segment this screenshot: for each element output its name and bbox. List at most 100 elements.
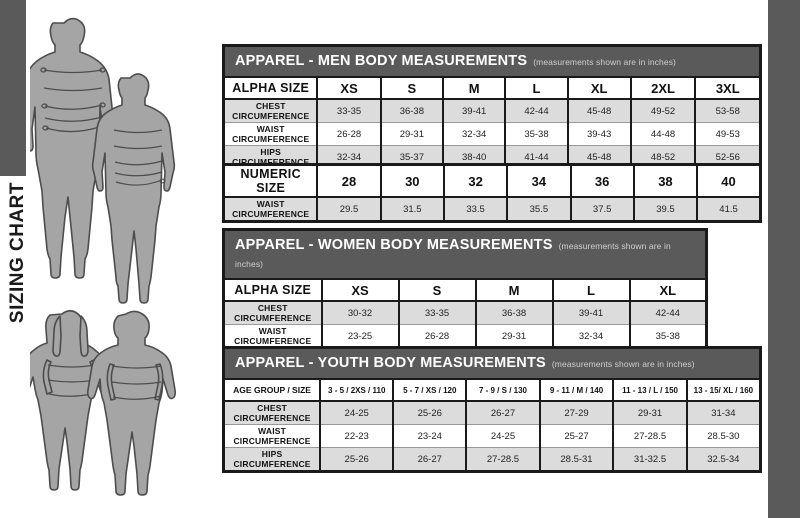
men-cell-1-2: 32-34: [441, 122, 507, 146]
men-cell-0-6: 53-58: [694, 98, 762, 123]
numeric-size-table: NUMERIC SIZE 28 30 32 34 36 38 40 WAIST CIRCUMFE…: [222, 163, 762, 223]
table-row: WAIST CIRCUMFERENCE 26-28 29-31 32-34 35-38 3…: [222, 122, 762, 146]
women-cell-0-1: 33-35: [397, 300, 477, 325]
numeric-size-col-1: 30: [379, 163, 445, 198]
men-size-col-2: M: [441, 76, 507, 100]
youth-cell-0-0: 24-25: [319, 400, 395, 425]
youth-cell-0-3: 27-29: [538, 400, 615, 425]
right-accent-bar: [768, 0, 800, 518]
youth-row-label-2: HIPS CIRCUMFERENCE: [222, 447, 322, 472]
youth-cell-0-2: 26-27: [465, 400, 541, 425]
youth-table-wrap: APPAREL - YOUTH BODY MEASUREMENTS (measur…: [222, 346, 762, 473]
numeric-cell-0-2: 33.5: [442, 196, 509, 222]
youth-measurements-table: APPAREL - YOUTH BODY MEASUREMENTS (measur…: [222, 346, 762, 473]
boy-figure: [86, 310, 177, 496]
men-banner-note: (measurements shown are in inches): [533, 57, 676, 67]
table-row: WAIST CIRCUMFERENCE 29.5 31.5 33.5 35.5 37.5 3…: [222, 196, 762, 222]
youth-size-header-row: AGE GROUP / SIZE 3 - 5 / 2XS / 110 5 - 7 /…: [222, 378, 762, 402]
numeric-size-col-2: 32: [442, 163, 509, 198]
women-cell-1-4: 35-38: [628, 324, 708, 348]
women-cell-1-0: 23-25: [320, 324, 400, 348]
youth-size-label: AGE GROUP / SIZE: [222, 378, 322, 402]
numeric-cell-0-6: 41.5: [696, 196, 762, 222]
numeric-size-col-3: 34: [506, 163, 572, 198]
youth-size-col-0: 3 - 5 / 2XS / 110: [319, 378, 395, 402]
youth-cell-1-2: 24-25: [465, 424, 541, 448]
men-cell-0-1: 36-38: [379, 98, 445, 123]
men-size-col-3: L: [504, 76, 569, 100]
women-banner: APPAREL - WOMEN BODY MEASUREMENTS (measur…: [223, 229, 707, 279]
youth-cell-2-3: 28.5-31: [538, 447, 615, 472]
women-cell-0-2: 36-38: [474, 300, 554, 325]
youth-cell-0-1: 25-26: [392, 400, 468, 425]
men-table-wrap: APPAREL - MEN BODY MEASUREMENTS (measurem…: [222, 44, 762, 171]
table-row: CHEST CIRCUMFERENCE 24-25 25-26 26-27 27-29 2…: [222, 400, 762, 425]
girl-figure: [19, 309, 110, 491]
youth-row-label-0: CHEST CIRCUMFERENCE: [222, 400, 322, 425]
youth-cell-0-4: 29-31: [612, 400, 688, 425]
table-row: CHEST CIRCUMFERENCE 30-32 33-35 36-38 39-41 4…: [222, 300, 708, 325]
women-size-label: ALPHA SIZE: [222, 278, 323, 302]
men-size-header-row: ALPHA SIZE XS S M L XL 2XL 3XL: [222, 76, 762, 100]
youth-cell-1-0: 22-23: [319, 424, 395, 448]
men-cell-1-4: 39-43: [566, 122, 632, 146]
numeric-size-col-0: 28: [316, 163, 382, 198]
women-size-col-0: XS: [320, 278, 400, 302]
numeric-cell-0-5: 39.5: [632, 196, 699, 222]
men-cell-0-5: 49-52: [629, 98, 697, 123]
youth-cell-2-2: 27-28.5: [465, 447, 541, 472]
men-cell-1-3: 35-38: [504, 122, 569, 146]
figure-illustrations: [19, 10, 220, 510]
men-cell-0-0: 33-35: [316, 98, 382, 123]
women-cell-1-2: 29-31: [474, 324, 554, 348]
women-banner-note: (measurements shown are in inches): [235, 241, 671, 269]
women-size-header-row: ALPHA SIZE XS S M L XL: [222, 278, 708, 302]
numeric-size-header-row: NUMERIC SIZE 28 30 32 34 36 38 40: [222, 163, 762, 198]
women-size-col-2: M: [474, 278, 554, 302]
men-row-label-1: WAIST CIRCUMFERENCE: [222, 122, 319, 146]
men-cell-1-0: 26-28: [316, 122, 382, 146]
women-size-col-4: XL: [628, 278, 708, 302]
table-row: HIPS CIRCUMFERENCE 25-26 26-27 27-28.5 28.5-…: [222, 447, 762, 472]
women-cell-0-0: 30-32: [320, 300, 400, 325]
youth-cell-1-1: 23-24: [392, 424, 468, 448]
numeric-size-col-5: 38: [632, 163, 699, 198]
men-size-col-5: 2XL: [629, 76, 697, 100]
youth-banner-title: APPAREL - YOUTH BODY MEASUREMENTS: [235, 355, 546, 371]
men-size-label: ALPHA SIZE: [222, 76, 319, 100]
youth-banner: APPAREL - YOUTH BODY MEASUREMENTS (measur…: [223, 347, 761, 379]
men-row-label-0: CHEST CIRCUMFERENCE: [222, 98, 319, 123]
youth-cell-2-1: 26-27: [392, 447, 468, 472]
numeric-cell-0-0: 29.5: [316, 196, 382, 222]
men-size-col-0: XS: [316, 76, 382, 100]
men-size-col-4: XL: [566, 76, 632, 100]
men-banner-title: APPAREL - MEN BODY MEASUREMENTS: [235, 53, 528, 69]
youth-row-label-1: WAIST CIRCUMFERENCE: [222, 424, 322, 448]
women-row-label-0: CHEST CIRCUMFERENCE: [222, 300, 323, 325]
youth-cell-1-3: 25-27: [538, 424, 615, 448]
numeric-cell-0-1: 31.5: [379, 196, 445, 222]
tables-container: APPAREL - MEN BODY MEASUREMENTS (measurem…: [222, 0, 762, 518]
men-cell-0-2: 39-41: [441, 98, 507, 123]
women-cell-1-3: 32-34: [551, 324, 631, 348]
youth-size-col-5: 13 - 15/ XL / 160: [685, 378, 762, 402]
youth-cell-1-4: 27-28.5: [612, 424, 688, 448]
youth-cell-2-4: 31-32.5: [612, 447, 688, 472]
left-accent-bar: [0, 0, 26, 176]
table-row: WAIST CIRCUMFERENCE 22-23 23-24 24-25 25-27 2…: [222, 424, 762, 448]
women-cell-0-4: 42-44: [628, 300, 708, 325]
table-row: WAIST CIRCUMFERENCE 23-25 26-28 29-31 32-34 3…: [222, 324, 708, 348]
men-cell-1-6: 49-53: [694, 122, 762, 146]
youth-cell-2-5: 32.5-34: [685, 447, 762, 472]
numeric-size-col-4: 36: [569, 163, 635, 198]
men-cell-0-4: 45-48: [566, 98, 632, 123]
men-banner: APPAREL - MEN BODY MEASUREMENTS (measurem…: [223, 45, 761, 77]
women-banner-title: APPAREL - WOMEN BODY MEASUREMENTS: [235, 237, 553, 253]
women-size-col-1: S: [397, 278, 477, 302]
men-measurements-table: APPAREL - MEN BODY MEASUREMENTS (measurem…: [222, 44, 762, 171]
men-cell-0-3: 42-44: [504, 98, 569, 123]
women-row-label-1: WAIST CIRCUMFERENCE: [222, 324, 323, 348]
youth-cell-2-0: 25-26: [319, 447, 395, 472]
men-size-col-1: S: [379, 76, 445, 100]
women-cell-0-3: 39-41: [551, 300, 631, 325]
